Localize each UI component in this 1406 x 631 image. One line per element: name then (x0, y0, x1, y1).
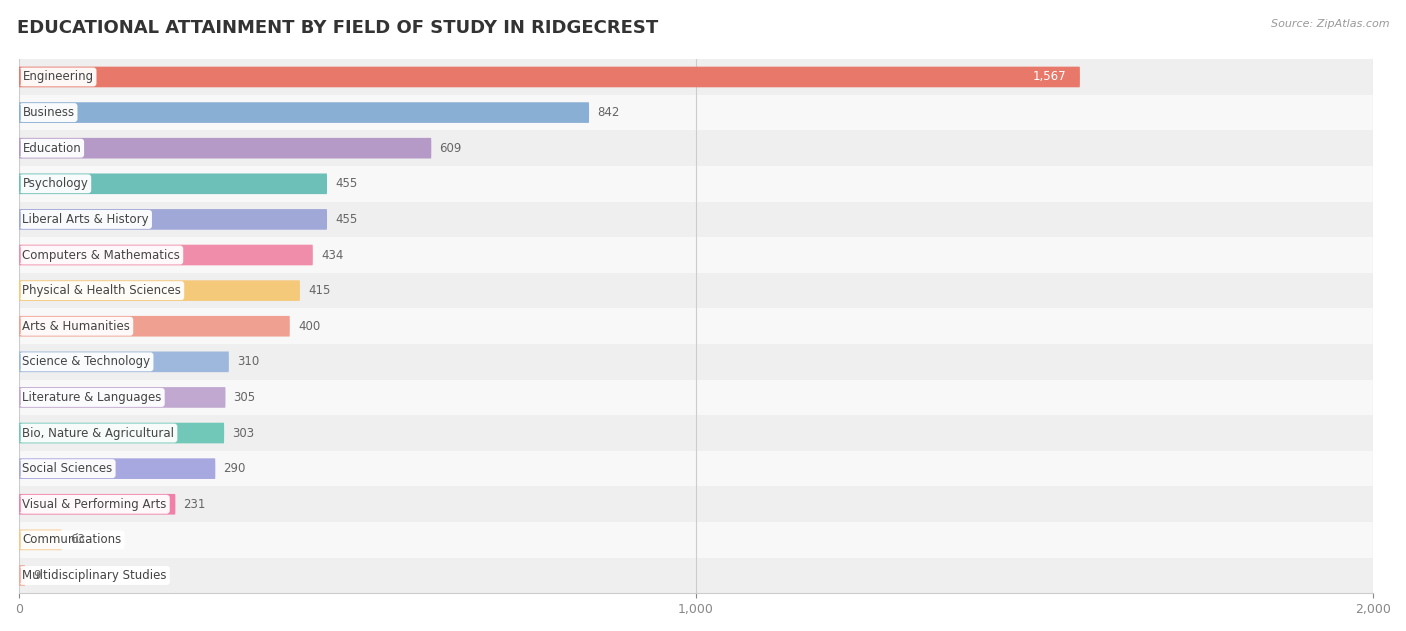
Text: Business: Business (22, 106, 75, 119)
Text: Multidisciplinary Studies: Multidisciplinary Studies (22, 569, 167, 582)
FancyBboxPatch shape (20, 529, 62, 550)
FancyBboxPatch shape (20, 565, 25, 586)
Text: Visual & Performing Arts: Visual & Performing Arts (22, 498, 167, 510)
Text: Literature & Languages: Literature & Languages (22, 391, 162, 404)
Text: Psychology: Psychology (22, 177, 89, 191)
FancyBboxPatch shape (20, 201, 1374, 237)
FancyBboxPatch shape (20, 387, 225, 408)
FancyBboxPatch shape (20, 487, 1374, 522)
Text: EDUCATIONAL ATTAINMENT BY FIELD OF STUDY IN RIDGECREST: EDUCATIONAL ATTAINMENT BY FIELD OF STUDY… (17, 19, 658, 37)
Text: 1,567: 1,567 (1033, 71, 1066, 83)
Text: Computers & Mathematics: Computers & Mathematics (22, 249, 180, 261)
Text: Source: ZipAtlas.com: Source: ZipAtlas.com (1271, 19, 1389, 29)
Text: 434: 434 (321, 249, 343, 261)
Text: 455: 455 (335, 213, 357, 226)
Text: 415: 415 (308, 284, 330, 297)
FancyBboxPatch shape (20, 138, 432, 158)
FancyBboxPatch shape (20, 209, 328, 230)
FancyBboxPatch shape (20, 380, 1374, 415)
Text: Bio, Nature & Agricultural: Bio, Nature & Agricultural (22, 427, 174, 440)
FancyBboxPatch shape (20, 344, 1374, 380)
FancyBboxPatch shape (20, 494, 176, 515)
FancyBboxPatch shape (20, 273, 1374, 309)
Text: Physical & Health Sciences: Physical & Health Sciences (22, 284, 181, 297)
Text: 231: 231 (184, 498, 205, 510)
FancyBboxPatch shape (20, 166, 1374, 201)
Text: 63: 63 (70, 533, 84, 546)
Text: Engineering: Engineering (22, 71, 94, 83)
FancyBboxPatch shape (20, 245, 312, 266)
FancyBboxPatch shape (20, 458, 215, 479)
Text: Social Sciences: Social Sciences (22, 462, 112, 475)
Text: 310: 310 (238, 355, 259, 369)
FancyBboxPatch shape (20, 237, 1374, 273)
FancyBboxPatch shape (20, 309, 1374, 344)
FancyBboxPatch shape (20, 451, 1374, 487)
Text: Liberal Arts & History: Liberal Arts & History (22, 213, 149, 226)
Text: 609: 609 (440, 142, 461, 155)
FancyBboxPatch shape (20, 131, 1374, 166)
Text: 305: 305 (233, 391, 256, 404)
Text: Communications: Communications (22, 533, 122, 546)
FancyBboxPatch shape (20, 59, 1374, 95)
FancyBboxPatch shape (20, 316, 290, 336)
FancyBboxPatch shape (20, 280, 299, 301)
FancyBboxPatch shape (20, 351, 229, 372)
Text: Science & Technology: Science & Technology (22, 355, 150, 369)
Text: Arts & Humanities: Arts & Humanities (22, 320, 131, 333)
Text: 400: 400 (298, 320, 321, 333)
FancyBboxPatch shape (20, 95, 1374, 131)
Text: 9: 9 (34, 569, 41, 582)
Text: 290: 290 (224, 462, 246, 475)
FancyBboxPatch shape (20, 415, 1374, 451)
FancyBboxPatch shape (20, 522, 1374, 558)
FancyBboxPatch shape (20, 67, 1080, 87)
FancyBboxPatch shape (20, 102, 589, 123)
FancyBboxPatch shape (20, 558, 1374, 593)
Text: 842: 842 (598, 106, 620, 119)
Text: 303: 303 (232, 427, 254, 440)
FancyBboxPatch shape (20, 423, 224, 444)
Text: 455: 455 (335, 177, 357, 191)
FancyBboxPatch shape (20, 174, 328, 194)
Text: Education: Education (22, 142, 82, 155)
